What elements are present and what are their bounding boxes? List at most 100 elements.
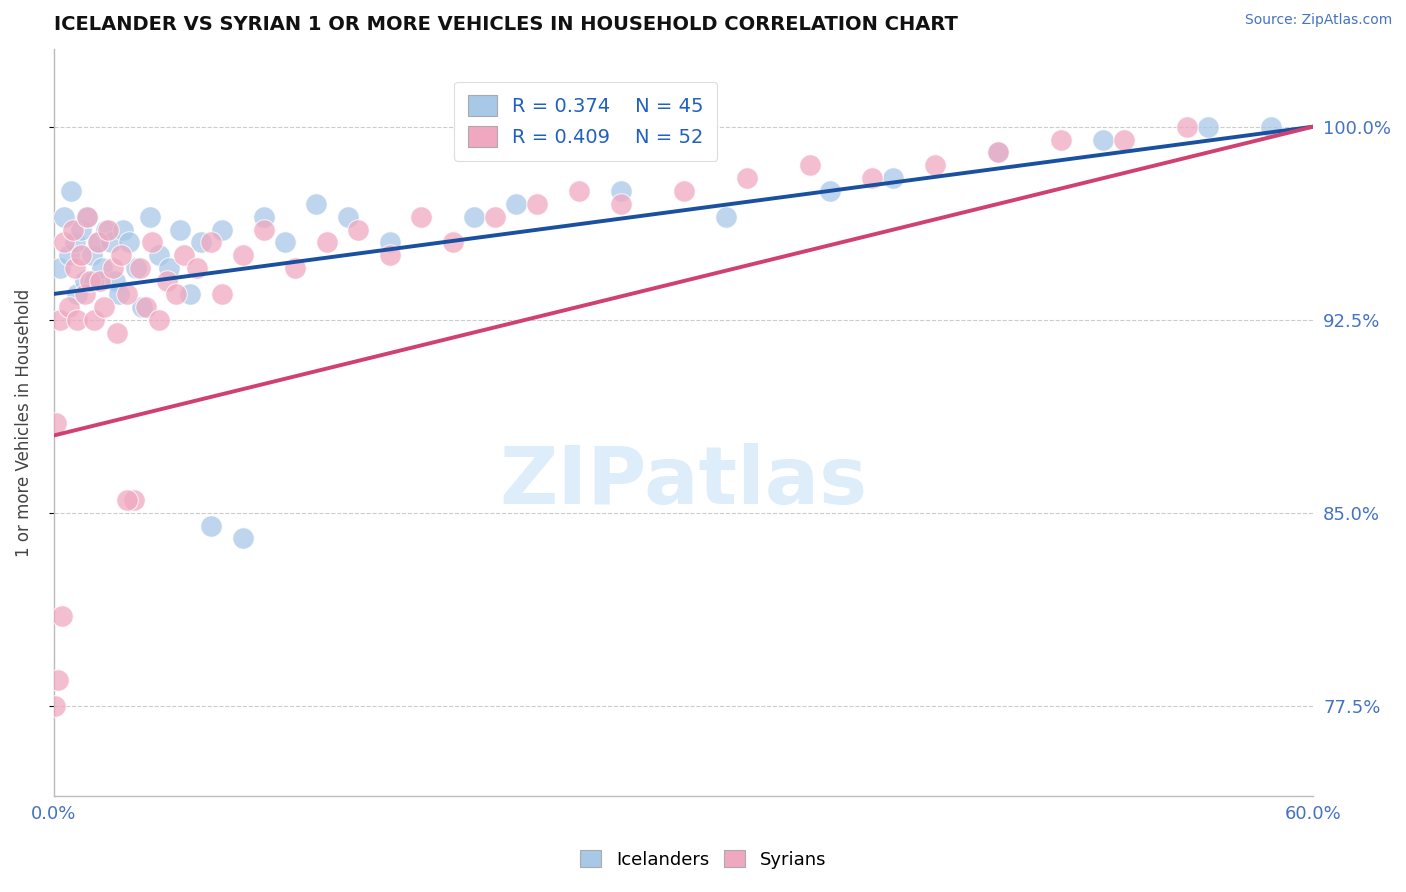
Point (253, 222, 276, 236)
Point (97, 222, 120, 236)
Point (87, 235, 110, 250)
Point (568, 184, 591, 198)
Point (1175, 120, 1198, 134)
Point (148, 248, 170, 262)
Point (735, 171, 758, 186)
Point (924, 158, 946, 172)
Point (484, 210, 506, 224)
Text: Source: ZipAtlas.com: Source: ZipAtlas.com (1244, 13, 1392, 28)
Point (315, 235, 337, 250)
Point (96, 222, 118, 236)
Point (173, 248, 195, 262)
Point (63, 261, 86, 276)
Point (75, 287, 97, 301)
Point (117, 492, 139, 507)
Point (131, 300, 153, 314)
Point (526, 197, 548, 211)
Point (1197, 120, 1219, 134)
Point (378, 235, 401, 250)
Point (411, 210, 433, 224)
Legend: R = 0.374    N = 45, R = 0.409    N = 52: R = 0.374 N = 45, R = 0.409 N = 52 (454, 81, 717, 161)
Point (128, 261, 150, 276)
Point (441, 235, 464, 250)
Point (49, 312, 72, 326)
Point (51, 608, 73, 623)
Point (125, 261, 148, 276)
Point (274, 235, 297, 250)
Point (347, 222, 370, 236)
Point (200, 235, 222, 250)
Point (1114, 132, 1136, 146)
Point (44, 698, 66, 713)
Point (179, 287, 201, 301)
Point (135, 300, 157, 314)
Point (93, 300, 115, 314)
Point (987, 145, 1010, 160)
Legend: Icelanders, Syrians: Icelanders, Syrians (572, 843, 834, 876)
Point (80, 248, 103, 262)
Point (378, 248, 401, 262)
Point (83, 274, 105, 288)
Point (76, 210, 98, 224)
Point (463, 210, 485, 224)
Point (505, 197, 527, 211)
Point (284, 261, 307, 276)
Point (70, 222, 93, 236)
Point (714, 210, 737, 224)
Point (58, 248, 80, 262)
Point (70, 248, 93, 262)
Point (76, 210, 98, 224)
Point (104, 274, 127, 288)
Point (148, 312, 170, 326)
Point (66, 287, 89, 301)
Point (1050, 132, 1073, 146)
Point (83, 312, 105, 326)
Point (157, 261, 180, 276)
Point (66, 312, 89, 326)
Point (211, 222, 233, 236)
Point (672, 184, 695, 198)
Point (609, 184, 631, 198)
Point (49, 261, 72, 276)
Point (336, 210, 359, 224)
Point (45, 416, 67, 430)
Point (100, 235, 122, 250)
Point (53, 210, 76, 224)
Point (89, 274, 111, 288)
Y-axis label: 1 or more Vehicles in Household: 1 or more Vehicles in Household (15, 288, 32, 557)
Point (1260, 120, 1282, 134)
Point (105, 326, 128, 340)
Point (799, 158, 821, 172)
Point (46, 673, 69, 687)
Point (59, 184, 82, 198)
Point (253, 210, 276, 224)
Point (79, 274, 101, 288)
Point (862, 171, 884, 186)
Point (820, 184, 842, 198)
Point (117, 287, 139, 301)
Point (112, 222, 135, 236)
Point (232, 248, 254, 262)
Point (186, 261, 208, 276)
Point (609, 197, 631, 211)
Text: ICELANDER VS SYRIAN 1 OR MORE VEHICLES IN HOUSEHOLD CORRELATION CHART: ICELANDER VS SYRIAN 1 OR MORE VEHICLES I… (53, 15, 957, 34)
Point (75, 274, 97, 288)
Point (165, 287, 187, 301)
Point (87, 235, 110, 250)
Point (53, 235, 76, 250)
Point (190, 235, 212, 250)
Point (141, 235, 163, 250)
Point (108, 287, 131, 301)
Point (58, 300, 80, 314)
Point (305, 197, 328, 211)
Point (110, 248, 132, 262)
Point (62, 222, 84, 236)
Point (122, 492, 145, 507)
Point (118, 235, 141, 250)
Point (987, 145, 1010, 160)
Point (91, 261, 114, 276)
Point (139, 210, 162, 224)
Point (63, 235, 86, 250)
Point (101, 261, 124, 276)
Point (882, 171, 904, 186)
